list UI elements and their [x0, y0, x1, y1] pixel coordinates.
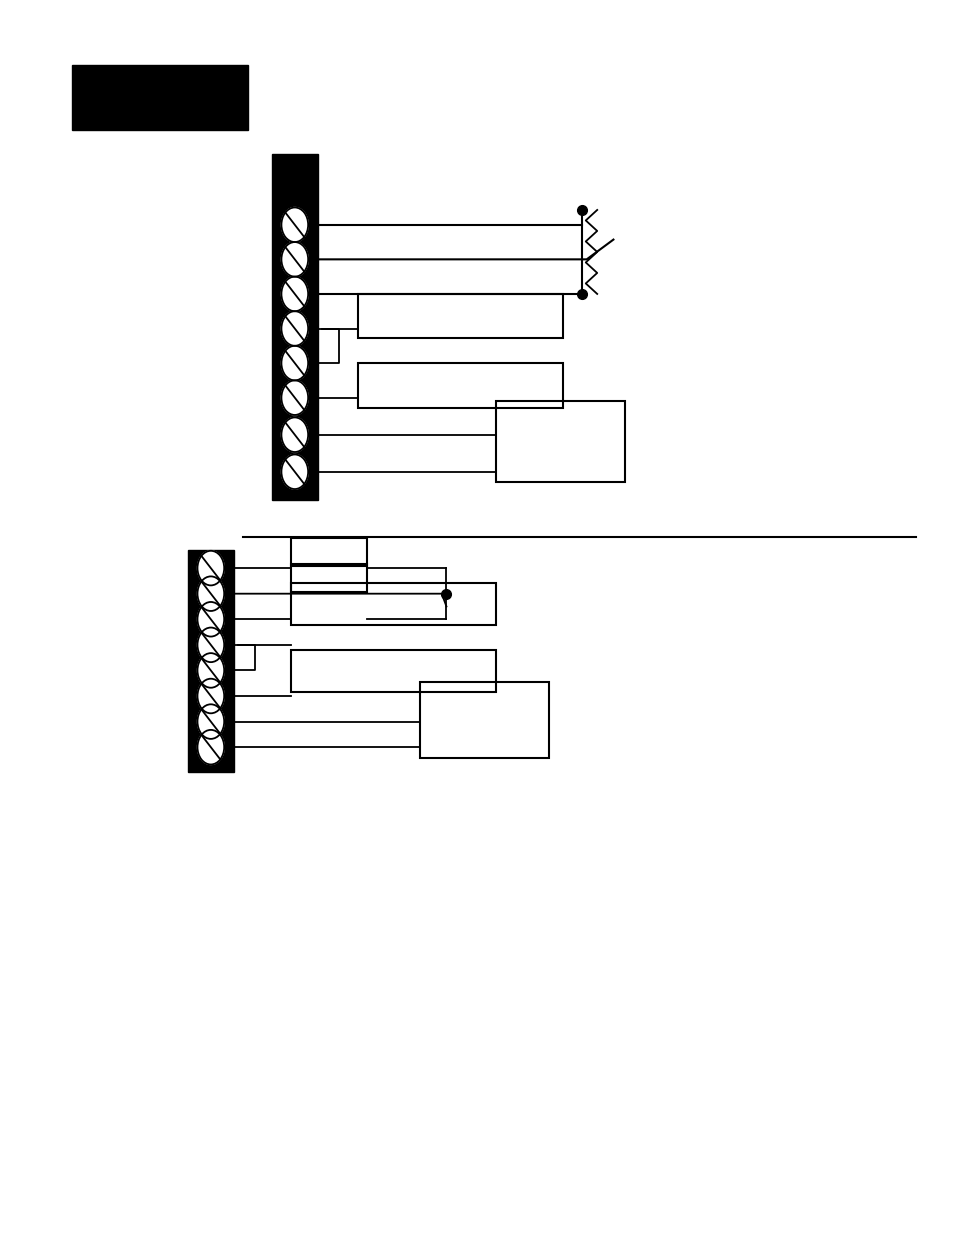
Circle shape	[197, 627, 224, 662]
Bar	[188, 550, 233, 772]
Circle shape	[281, 277, 308, 311]
Circle shape	[197, 551, 224, 585]
Circle shape	[281, 346, 308, 380]
Bar	[291, 650, 496, 692]
Bar	[291, 538, 367, 566]
Circle shape	[197, 679, 224, 714]
Bar	[291, 564, 367, 592]
Circle shape	[281, 207, 308, 242]
Circle shape	[281, 454, 308, 489]
Bar	[496, 401, 624, 482]
Bar	[357, 363, 562, 408]
Circle shape	[197, 704, 224, 739]
Circle shape	[281, 417, 308, 452]
Bar	[71, 65, 248, 130]
Circle shape	[197, 730, 224, 764]
Circle shape	[281, 242, 308, 277]
Bar	[291, 583, 496, 625]
Circle shape	[281, 311, 308, 346]
Circle shape	[281, 380, 308, 415]
Bar	[357, 294, 562, 338]
Bar	[419, 682, 548, 758]
Circle shape	[197, 601, 224, 636]
Circle shape	[197, 653, 224, 688]
Bar	[272, 154, 317, 500]
Circle shape	[197, 577, 224, 611]
